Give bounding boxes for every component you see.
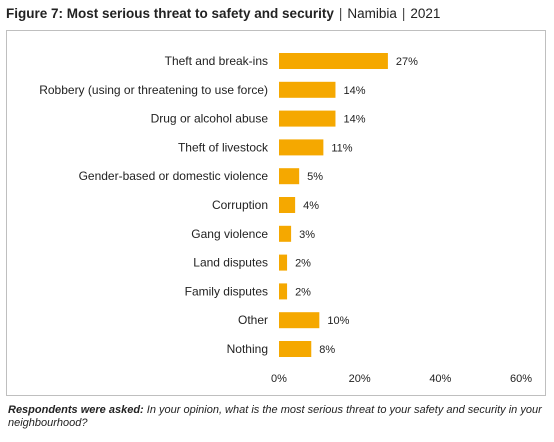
value-label: 11% [331,142,352,154]
x-tick-label: 60% [510,373,532,385]
value-label: 3% [299,229,315,241]
category-label: Robbery (using or threatening to use for… [39,83,268,97]
title-separator-2: | [401,6,406,21]
title-year: 2021 [410,6,441,21]
chart-frame: Theft and break-ins 27% Robbery (using or … [6,30,546,396]
value-label: 14% [343,85,365,97]
bar [279,197,296,213]
note-text: In your opinion, what is the most seriou… [8,404,542,429]
category-label: Nothing [227,342,268,356]
value-label: 5% [307,171,323,183]
bar [279,341,312,357]
title-country: Namibia [347,6,397,21]
survey-question-note: Respondents were asked: In your opinion,… [8,404,548,430]
value-label: 8% [319,344,335,356]
category-label: Other [238,313,268,327]
category-label: Gender-based or domestic violence [79,169,269,183]
x-tick-label: 0% [271,373,287,385]
category-label: Family disputes [185,284,268,298]
category-label: Corruption [212,198,268,212]
category-label: Gang violence [191,227,268,241]
category-label: Theft of livestock [178,140,269,154]
bar [279,254,288,271]
value-label: 4% [303,200,319,212]
bar [279,110,336,127]
bar [279,312,320,329]
note-label: Respondents were asked: [8,404,144,416]
value-label: 2% [295,258,311,270]
x-tick-label: 20% [349,373,371,385]
category-label: Theft and break-ins [165,54,268,68]
bar [279,283,288,300]
value-label: 27% [396,56,418,68]
x-tick-label: 40% [429,373,451,385]
bar [279,139,324,156]
title-main: Figure 7: Most serious threat to safety … [6,6,334,21]
figure-title: Figure 7: Most serious threat to safety … [6,6,440,21]
value-label: 2% [295,286,311,298]
bar-chart: Theft and break-ins 27% Robbery (using or … [39,53,532,385]
bar [279,225,292,242]
category-label: Drug or alcohol abuse [151,112,269,126]
bar [279,168,300,185]
value-label: 14% [343,114,365,126]
bar [279,81,336,98]
category-label: Land disputes [193,256,268,270]
value-label: 10% [327,315,349,327]
bar [279,53,388,69]
title-separator-1: | [338,6,343,21]
